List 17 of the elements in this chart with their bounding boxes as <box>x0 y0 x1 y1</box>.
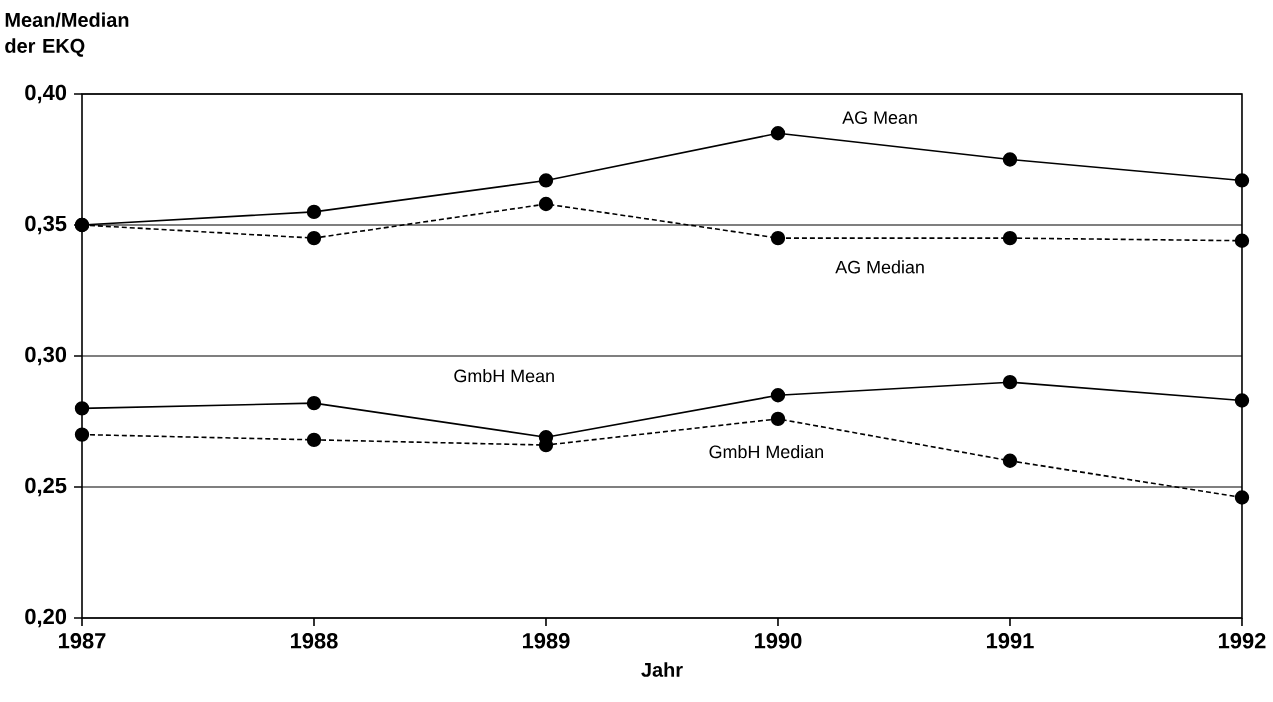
x-tick-label: 1987 <box>59 633 106 649</box>
series-label: AG Mean <box>842 111 917 124</box>
series-label: AG Median <box>835 260 924 274</box>
y-tick-label: 0,25 <box>25 477 67 497</box>
x-tick-label: 1992 <box>1218 633 1266 649</box>
y-tick-label: 0,40 <box>25 84 67 104</box>
y-tick-label: 0,35 <box>25 215 67 235</box>
x-axis-title: Jahr <box>641 662 683 677</box>
y-tick-label: 0,30 <box>25 346 67 366</box>
y-tick-label: 0,20 <box>25 608 67 628</box>
x-tick-label: 1991 <box>986 633 1034 649</box>
x-tick-label: 1989 <box>522 633 570 649</box>
y-axis-title: Mean/Median der EKQ <box>5 12 129 57</box>
x-tick-label: 1990 <box>754 633 802 649</box>
x-tick-label: 1988 <box>290 633 338 649</box>
series-label: GmbH Median <box>709 445 823 459</box>
text: GmbH Mean <box>454 369 554 383</box>
